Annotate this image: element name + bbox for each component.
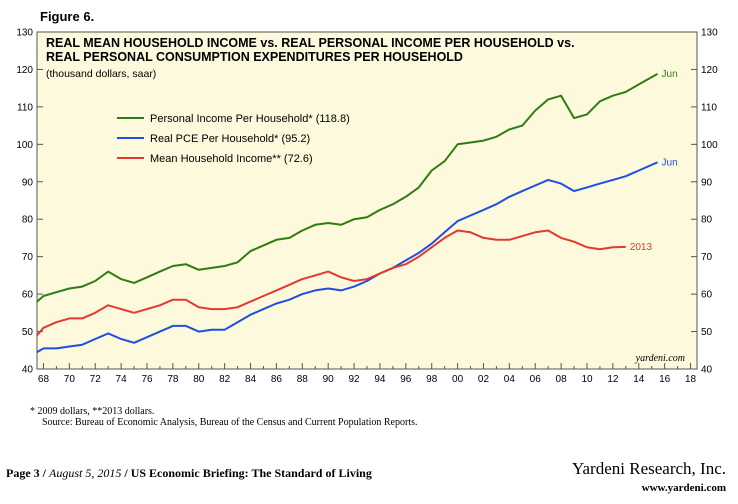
y-tick-label-left: 120 xyxy=(16,65,33,76)
x-tick-label: 70 xyxy=(64,374,76,385)
y-tick-label-right: 70 xyxy=(701,252,713,263)
x-tick-label: 98 xyxy=(426,374,438,385)
series-end-label: 2013 xyxy=(630,242,653,253)
x-tick-label: 16 xyxy=(659,374,671,385)
x-tick-label: 72 xyxy=(90,374,102,385)
x-tick-label: 88 xyxy=(297,374,309,385)
x-tick-label: 86 xyxy=(271,374,283,385)
series-end-label: Jun xyxy=(662,157,678,168)
x-tick-label: 84 xyxy=(245,374,257,385)
chart-watermark: yardeni.com xyxy=(635,353,685,364)
x-tick-label: 08 xyxy=(556,374,568,385)
figure-label: Figure 6. xyxy=(40,9,95,24)
y-tick-label-left: 80 xyxy=(22,215,34,226)
y-tick-label-left: 110 xyxy=(17,102,33,113)
y-tick-label-left: 90 xyxy=(22,177,34,188)
x-tick-label: 82 xyxy=(219,374,231,385)
x-tick-label: 00 xyxy=(452,374,464,385)
x-axis-ticks: 68 70 72 74 76 78 80 82 84 86 88 90 92 94 96 98 00 02 04 06… xyxy=(38,363,697,385)
plot-area xyxy=(36,31,698,370)
y-axis-ticks: 40 40 50 50 60 60 70 70 80 80 90 90 100 100 110 110 120 1… xyxy=(16,28,718,376)
x-tick-label: 74 xyxy=(116,374,128,385)
y-tick-label-right: 50 xyxy=(701,327,713,338)
x-tick-label: 68 xyxy=(38,374,50,385)
x-tick-label: 90 xyxy=(323,374,335,385)
footnote: * 2009 dollars, **2013 dollars. Source: … xyxy=(30,406,418,428)
chart: 40 40 50 50 60 60 70 70 80 80 90 90 100 100 110 110 120 1… xyxy=(16,28,718,386)
legend-label: Personal Income Per Household* (118.8) xyxy=(150,113,350,125)
y-tick-label-right: 110 xyxy=(701,102,717,113)
x-tick-label: 06 xyxy=(530,374,542,385)
series-line xyxy=(36,229,626,336)
y-tick-label-left: 60 xyxy=(22,290,34,301)
footnote-source: Source: Bureau of Economic Analysis, Bur… xyxy=(42,417,418,428)
x-tick-label: 02 xyxy=(478,374,490,385)
x-tick-label: 10 xyxy=(581,374,593,385)
chart-title-line: REAL PERSONAL CONSUMPTION EXPENDITURES P… xyxy=(46,50,463,64)
chart-subtitle: (thousand dollars, saar) xyxy=(46,68,156,80)
x-tick-label: 92 xyxy=(348,374,360,385)
footer-report: US Economic Briefing: The Standard of Li… xyxy=(130,466,372,480)
legend-label: Mean Household Income** (72.6) xyxy=(150,153,313,165)
y-tick-label-right: 100 xyxy=(701,140,718,151)
series-end-label: Jun xyxy=(662,69,678,80)
x-tick-label: 78 xyxy=(167,374,179,385)
footer-url: www.yardeni.com xyxy=(641,482,726,494)
y-tick-label-right: 40 xyxy=(701,365,713,376)
series-lines: Jun Jun 2013 xyxy=(36,69,678,353)
x-tick-label: 80 xyxy=(193,374,205,385)
x-tick-label: 76 xyxy=(141,374,153,385)
x-tick-label: 18 xyxy=(685,374,697,385)
x-tick-label: 14 xyxy=(633,374,645,385)
y-tick-label-left: 100 xyxy=(16,140,33,151)
y-tick-label-right: 120 xyxy=(701,65,718,76)
footnote-note: * 2009 dollars, **2013 dollars. xyxy=(30,406,155,417)
chart-text: REAL MEAN HOUSEHOLD INCOME vs. REAL PERS… xyxy=(46,36,685,364)
y-tick-label-left: 70 xyxy=(22,252,34,263)
series-line xyxy=(36,73,658,303)
y-tick-label-right: 130 xyxy=(701,28,718,39)
footer-company: Yardeni Research, Inc. xyxy=(571,459,726,478)
y-tick-label-left: 130 xyxy=(16,28,33,39)
y-tick-label-right: 90 xyxy=(701,177,713,188)
x-tick-label: 04 xyxy=(504,374,516,385)
footer-page: Page 3 xyxy=(6,466,40,480)
y-tick-label-right: 80 xyxy=(701,215,713,226)
footer-date: August 5, 2015 xyxy=(49,466,122,480)
y-tick-label-right: 60 xyxy=(701,290,713,301)
series-line xyxy=(36,161,658,353)
x-tick-label: 12 xyxy=(607,374,619,385)
legend-label: Real PCE Per Household* (95.2) xyxy=(150,133,310,145)
y-tick-label-left: 50 xyxy=(22,327,34,338)
x-tick-label: 94 xyxy=(374,374,386,385)
x-tick-label: 96 xyxy=(400,374,412,385)
chart-title-line: REAL MEAN HOUSEHOLD INCOME vs. REAL PERS… xyxy=(46,36,575,50)
y-tick-label-left: 40 xyxy=(22,365,34,376)
page-footer: Page 3 / August 5, 2015 / US Economic Br… xyxy=(6,466,372,480)
